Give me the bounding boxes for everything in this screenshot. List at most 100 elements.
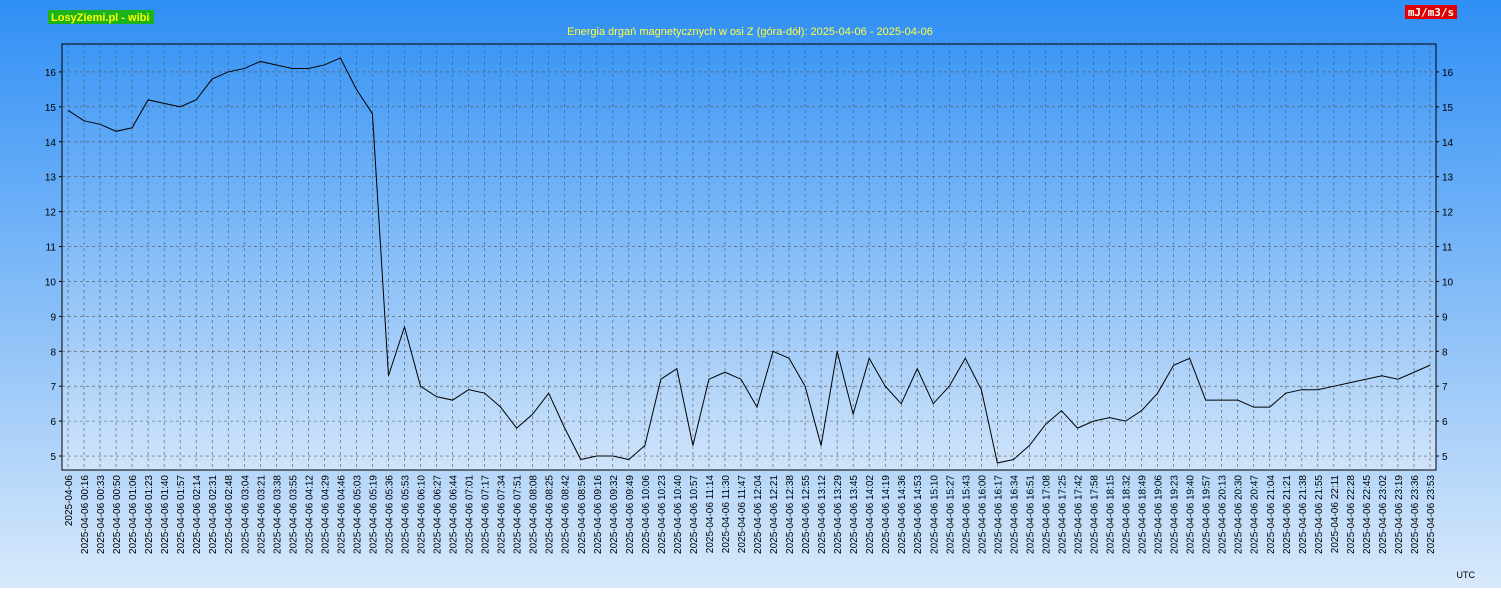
x-tick-label: 2025-04-06 02:14 [192,475,203,554]
x-tick-label: 2025-04-06 22:28 [1346,475,1357,554]
x-tick-label: 2025-04-06 09:49 [625,475,636,554]
x-tick-label: 2025-04-06 03:38 [272,475,283,554]
y-tick-label: 11 [46,243,57,254]
y2-tick-label: 5 [1442,452,1448,463]
y-tick-label: 9 [50,312,56,323]
x-tick-label: 2025-04-06 23:36 [1410,475,1421,554]
x-tick-label: 2025-04-06 08:42 [561,475,572,554]
y2-tick-label: 7 [1442,382,1448,393]
x-tick-label: 2025-04-06 04:46 [336,475,347,554]
x-tick-label: 2025-04-06 14:02 [865,475,876,554]
y-tick-label: 16 [45,68,57,79]
y-tick-label: 13 [45,173,57,184]
x-tick-label: 2025-04-06 12:38 [785,475,796,554]
x-tick-label: 2025-04-06 02:31 [208,475,219,554]
x-tick-label: 2025-04-06 13:29 [833,475,844,554]
x-tick-label: 2025-04-06 05:19 [368,475,379,554]
plot-area [61,43,1437,471]
y2-tick-label: 9 [1442,312,1448,323]
x-tick-label: 2025-04-06 03:04 [240,475,251,554]
x-tick-label: 2025-04-06 16:34 [1009,475,1020,554]
data-line [67,57,1431,464]
y-tick-label: 12 [45,208,57,219]
x-tick-label: 2025-04-06 12:04 [753,475,764,554]
x-tick-label: 2025-04-06 03:55 [288,475,299,554]
x-tick-label: 2025-04-06 12:21 [769,475,780,554]
x-tick-label: 2025-04-06 00:50 [112,475,123,554]
x-tick-label: 2025-04-06 06:27 [433,475,444,554]
x-tick-label: 2025-04-06 23:19 [1394,475,1405,554]
x-tick-label: 2025-04-06 03:21 [256,475,267,554]
x-tick-label: 2025-04-06 19:23 [1170,475,1181,554]
y-tick-label: 10 [45,277,57,288]
x-tick-label: 2025-04-06 20:30 [1234,475,1245,554]
y-tick-label: 8 [50,347,56,358]
x-tick-label: 2025-04-06 09:16 [593,475,604,554]
x-tick-label: 2025-04-06 17:42 [1073,475,1084,554]
x-tick-label: 2025-04-06 18:32 [1122,475,1133,554]
x-tick-label: 2025-04-06 16:17 [993,475,1004,554]
y2-tick-label: 13 [1442,173,1454,184]
x-tick-label: 2025-04-06 07:34 [497,475,508,554]
x-tick-label: 2025-04-06 10:57 [689,475,700,554]
x-tick-label: 2025-04-06 10:06 [641,475,652,554]
y2-tick-label: 15 [1442,103,1454,114]
x-tick-label: 2025-04-06 06:10 [417,475,428,554]
x-tick-label: 2025-04-06 13:45 [849,475,860,554]
unit-label: mJ/m3/s [1408,6,1454,19]
x-tick-label: 2025-04-06 18:15 [1106,475,1117,554]
x-tick-label: 2025-04-06 01:57 [176,475,187,554]
x-tick-label: 2025-04-06 01:06 [128,475,139,554]
x-tick-label: 2025-04-06 10:40 [673,475,684,554]
x-tick-label: 2025-04-06 16:00 [977,475,988,554]
x-tick-label: 2025-04-06 08:08 [529,475,540,554]
x-tick-label: 2025-04-06 05:03 [352,475,363,554]
x-tick-label: 2025-04-06 01:40 [160,475,171,554]
x-tick-label: 2025-04-06 20:13 [1218,475,1229,554]
x-tick-label: 2025-04-06 [64,475,75,527]
y2-tick-label: 10 [1442,277,1454,288]
y-tick-label: 5 [50,452,56,463]
y2-tick-label: 8 [1442,347,1448,358]
x-tick-label: 2025-04-06 10:23 [657,475,668,554]
x-tick-label: 2025-04-06 13:12 [817,475,828,554]
x-tick-label: 2025-04-06 11:14 [705,475,716,554]
x-tick-label: 2025-04-06 19:06 [1154,475,1165,554]
x-tick-label: 2025-04-06 21:38 [1298,475,1309,554]
y-tick-label: 6 [50,417,56,428]
chart-title: Energia drgań magnetycznych w osi Z (gór… [567,26,933,38]
x-tick-label: 2025-04-06 11:47 [737,475,748,554]
x-tick-label: 2025-04-06 21:55 [1314,475,1325,554]
x-tick-label: 2025-04-06 07:17 [481,475,492,554]
y-tick-label: 7 [50,382,56,393]
y-tick-label: 14 [45,138,57,149]
x-tick-label: 2025-04-06 15:27 [945,475,956,554]
x-tick-label: 2025-04-06 17:08 [1041,475,1052,554]
x-tick-label: 2025-04-06 23:02 [1378,475,1389,554]
x-tick-label: 2025-04-06 15:43 [961,475,972,554]
x-tick-label: 2025-04-06 12:55 [801,475,812,554]
y-tick-label: 15 [45,103,57,114]
x-tick-label: 2025-04-06 08:25 [545,475,556,554]
x-tick-label: 2025-04-06 20:47 [1250,475,1261,554]
x-tick-label: 2025-04-06 00:16 [80,475,91,554]
x-tick-label: 2025-04-06 04:29 [320,475,331,554]
x-tick-label: 2025-04-06 15:10 [929,475,940,554]
y2-tick-label: 11 [1442,243,1453,254]
x-tick-label: 2025-04-06 21:21 [1282,475,1293,554]
badge-bg [48,10,154,24]
x-tick-label: 2025-04-06 02:48 [224,475,235,554]
x-tick-label: 2025-04-06 00:33 [96,475,107,554]
x-tick-label: 2025-04-06 14:19 [881,475,892,554]
y2-tick-label: 16 [1442,68,1454,79]
x-tick-label: 2025-04-06 01:23 [144,475,155,554]
x-tick-label: 2025-04-06 07:51 [513,475,524,554]
x-tick-label: 2025-04-06 21:04 [1266,475,1277,554]
y2-tick-label: 12 [1442,208,1454,219]
x-tick-label: 2025-04-06 06:44 [449,475,460,554]
timezone: UTC [1457,570,1476,580]
x-tick-label: 2025-04-06 16:51 [1025,475,1036,554]
x-tick-label: 2025-04-06 17:58 [1090,475,1101,554]
